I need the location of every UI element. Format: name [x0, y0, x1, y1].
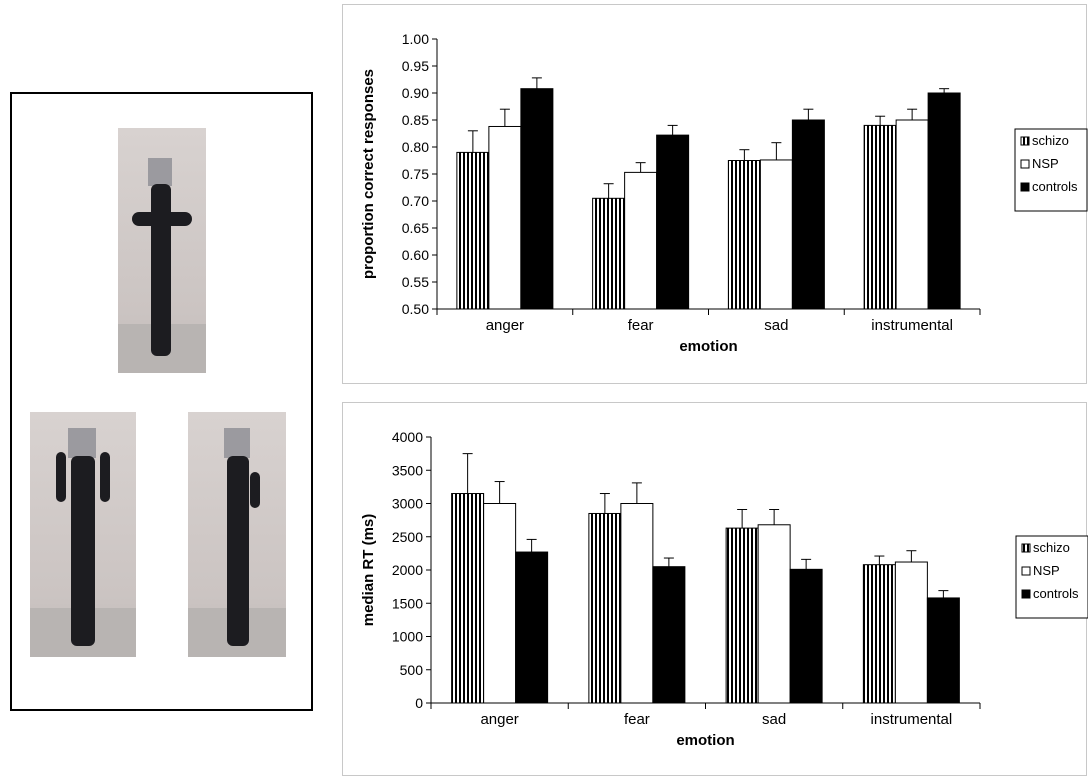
bar-controls	[789, 568, 823, 704]
legend-swatch-controls	[1021, 589, 1031, 599]
legend-label: NSP	[1033, 563, 1060, 578]
legend-swatch-schizo	[1021, 543, 1031, 553]
y-tick-label: 0.90	[402, 85, 429, 101]
y-tick-label: 0.80	[402, 139, 429, 155]
bar-NSP	[894, 561, 928, 704]
bar-controls	[791, 119, 825, 310]
stimulus-photos-frame	[10, 92, 313, 711]
bar-controls	[927, 92, 961, 310]
bar-controls	[652, 566, 686, 704]
y-tick-label: 2500	[392, 529, 423, 545]
bar-NSP	[620, 503, 654, 704]
bar-schizo	[592, 197, 626, 310]
y-axis-title: proportion correct responses	[360, 69, 377, 279]
y-tick-label: 0.95	[402, 58, 429, 74]
x-tick-label: sad	[764, 317, 788, 334]
x-tick-label: instrumental	[871, 317, 953, 334]
y-tick-label: 0.60	[402, 247, 429, 263]
y-tick-label: 0.85	[402, 112, 429, 128]
y-tick-label: 0.65	[402, 220, 429, 236]
legend-label: schizo	[1033, 540, 1070, 555]
bar-controls	[656, 134, 690, 310]
rt-chart-panel: 0 500 1000 1500 2000 2500 3000 3500 4000 anger fea…	[342, 402, 1089, 776]
y-axis-title: median RT (ms)	[360, 514, 377, 627]
y-tick-label: 0.55	[402, 274, 429, 290]
legend-label: controls	[1032, 179, 1078, 194]
bar-schizo	[725, 527, 759, 704]
x-tick-label: instrumental	[871, 711, 953, 728]
x-tick-label: fear	[624, 711, 650, 728]
y-tick-label: 1.00	[402, 31, 429, 47]
y-tick-label: 4000	[392, 429, 423, 445]
bar-schizo	[588, 512, 622, 704]
x-tick-label: sad	[762, 711, 786, 728]
x-tick-label: anger	[480, 711, 518, 728]
y-tick-label: 1500	[392, 595, 423, 611]
bar-controls	[515, 551, 549, 704]
y-tick-label: 0.75	[402, 166, 429, 182]
y-tick-label: 1000	[392, 629, 423, 645]
rt-chart: 0 500 1000 1500 2000 2500 3000 3500 4000 anger fea…	[360, 429, 1089, 749]
y-tick-label: 2000	[392, 562, 423, 578]
y-tick-label: 0	[415, 695, 423, 711]
legend-swatch-controls	[1020, 182, 1030, 192]
legend-label: controls	[1033, 586, 1079, 601]
legend-swatch-NSP	[1020, 159, 1030, 169]
x-axis-title: emotion	[676, 732, 734, 749]
bar-NSP	[488, 125, 522, 310]
stimulus-photo-bottom-right	[188, 412, 286, 657]
bar-schizo	[451, 493, 485, 704]
stimulus-photo-top	[118, 128, 206, 373]
bar-schizo	[863, 124, 897, 310]
bar-schizo	[456, 151, 490, 310]
legend-swatch-schizo	[1020, 136, 1030, 146]
y-tick-label: 0.50	[402, 301, 429, 317]
accuracy-chart: 0.50 0.55 0.60 0.65 0.70 0.75 0.80 0.85 0.90 0.95…	[360, 31, 1088, 355]
x-tick-label: fear	[628, 317, 654, 334]
y-tick-label: 500	[400, 662, 424, 678]
legend-label: NSP	[1032, 156, 1059, 171]
bar-controls	[926, 597, 960, 704]
x-tick-label: anger	[486, 317, 524, 334]
y-tick-label: 3000	[392, 496, 423, 512]
bar-NSP	[624, 171, 658, 310]
y-tick-label: 3500	[392, 462, 423, 478]
stimulus-photo-bottom-left	[30, 412, 136, 657]
bar-NSP	[759, 159, 793, 310]
bar-schizo	[727, 160, 761, 310]
bar-schizo	[862, 564, 896, 704]
y-tick-label: 0.70	[402, 193, 429, 209]
accuracy-chart-panel: 0.50 0.55 0.60 0.65 0.70 0.75 0.80 0.85 0.90 0.95…	[342, 4, 1088, 384]
x-axis-title: emotion	[679, 338, 737, 355]
bar-NSP	[483, 503, 517, 704]
legend-label: schizo	[1032, 133, 1069, 148]
bar-controls	[520, 88, 554, 310]
bar-NSP	[757, 524, 791, 704]
bar-NSP	[895, 119, 929, 310]
legend-swatch-NSP	[1021, 566, 1031, 576]
